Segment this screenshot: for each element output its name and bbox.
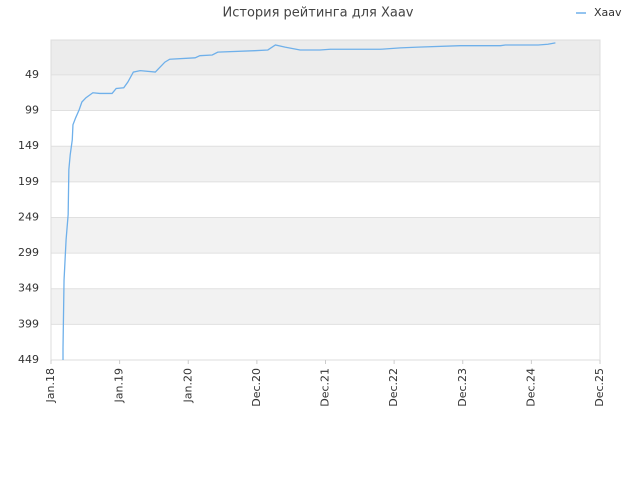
plot-band [51, 288, 600, 325]
plot-band [51, 110, 600, 147]
x-tick-label: Jan.18 [44, 368, 57, 403]
plot-band [51, 146, 600, 182]
y-tick-label: 299 [18, 246, 39, 259]
y-tick-label: 49 [25, 68, 39, 81]
y-tick-label: 149 [18, 139, 39, 152]
y-tick-label: 99 [25, 104, 39, 117]
series-line [62, 42, 556, 360]
y-tick-label: 199 [18, 175, 39, 188]
chart-title: История рейтинга для Xaav [223, 6, 414, 21]
x-tick-label: Jan.19 [113, 368, 126, 403]
plot-band [51, 74, 600, 111]
legend-label: Xaav [594, 6, 622, 19]
plot-band [51, 324, 600, 360]
x-tick-label: Dec.24 [524, 368, 537, 407]
plot-band [51, 253, 600, 289]
x-tick-label: Dec.21 [319, 368, 332, 407]
x-tick-label: Dec.25 [593, 368, 606, 407]
x-tick-label: Dec.20 [250, 368, 263, 407]
plot-band [51, 217, 600, 254]
y-tick-label: 399 [18, 317, 39, 330]
y-tick-label: 249 [18, 210, 39, 223]
x-tick-label: Dec.23 [456, 368, 469, 407]
plot-band [51, 40, 600, 75]
x-tick-label: Jan.20 [181, 368, 194, 403]
y-tick-label: 349 [18, 282, 39, 295]
x-tick-label: Dec.22 [387, 368, 400, 407]
plot-band [51, 181, 600, 218]
y-tick-label: 449 [18, 353, 39, 366]
